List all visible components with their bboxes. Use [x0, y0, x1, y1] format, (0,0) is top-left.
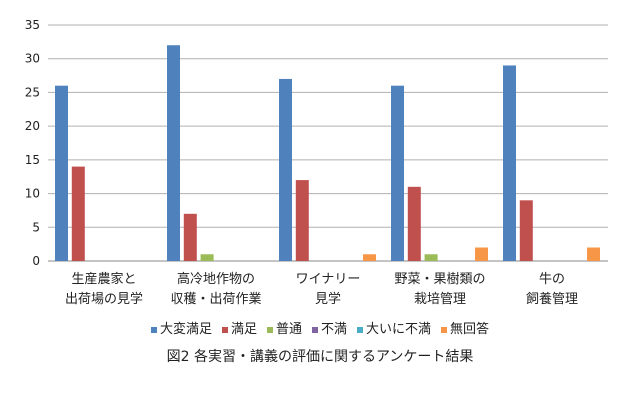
y-tick-label: 15 — [25, 153, 40, 167]
bar-大変満足 — [167, 45, 180, 261]
legend-item: 普通 — [266, 318, 302, 337]
legend-label: 満足 — [230, 322, 257, 337]
bar-大変満足 — [279, 78, 292, 261]
y-tick-label: 35 — [25, 18, 40, 32]
bar-大変満足 — [503, 65, 516, 261]
legend-swatch — [266, 326, 273, 333]
legend-swatch — [221, 326, 228, 333]
x-tick-label: 高冷地作物の — [177, 271, 255, 287]
legend-item: 不満 — [312, 318, 347, 337]
y-tick-label: 0 — [32, 254, 40, 268]
x-tick-label: 飼養管理 — [526, 291, 578, 307]
legend-label: 大いに不満 — [366, 322, 432, 337]
y-tick-label: 10 — [25, 187, 40, 201]
legend: 大変満足 満足 普通 不満 大いに不満 無回答 — [0, 318, 640, 337]
x-tick-label: 野菜・果樹類の — [394, 272, 485, 287]
legend-label: 不満 — [321, 322, 348, 337]
legend-item: 満足 — [221, 318, 257, 337]
y-tick-label: 20 — [25, 119, 40, 133]
legend-swatch — [357, 326, 364, 333]
legend-item: 大いに不満 — [357, 318, 431, 337]
y-tick-label: 30 — [25, 52, 40, 66]
bar-満足 — [71, 166, 85, 261]
legend-label: 無回答 — [450, 322, 490, 337]
bar-大変満足 — [391, 85, 404, 261]
x-tick-label: 生産農家と — [71, 271, 136, 287]
bar-無回答 — [363, 254, 376, 261]
chart-title: 図2 各実習・講義の評価に関するアンケート結果 — [166, 349, 474, 365]
bar-満足 — [183, 213, 197, 261]
legend-swatch — [312, 326, 318, 333]
bar-満足 — [519, 200, 533, 261]
x-tick-label: 見学 — [315, 291, 341, 307]
legend-item: 大変満足 — [150, 318, 212, 337]
x-tick-label: 出荷場の見学 — [65, 291, 143, 307]
legend-swatch — [150, 326, 157, 333]
y-tick-label: 5 — [32, 220, 40, 234]
x-tick-label: 栽培管理 — [414, 291, 466, 307]
legend-label: 大変満足 — [159, 322, 212, 337]
x-tick-label: 収穫・出荷作業 — [170, 291, 261, 307]
bar-無回答 — [475, 247, 488, 261]
bar-満足 — [407, 186, 421, 261]
bar-普通 — [200, 254, 214, 261]
bar-満足 — [295, 180, 309, 261]
legend-label: 普通 — [275, 322, 302, 337]
x-tick-label: ワイナリー — [296, 272, 361, 287]
legend-swatch — [441, 326, 448, 333]
bar-無回答 — [587, 247, 600, 261]
x-tick-label: 牛の — [539, 272, 565, 287]
bar-大変満足 — [55, 85, 68, 261]
bar-普通 — [424, 254, 438, 261]
y-tick-label: 25 — [25, 85, 40, 99]
legend-item: 無回答 — [441, 318, 489, 337]
